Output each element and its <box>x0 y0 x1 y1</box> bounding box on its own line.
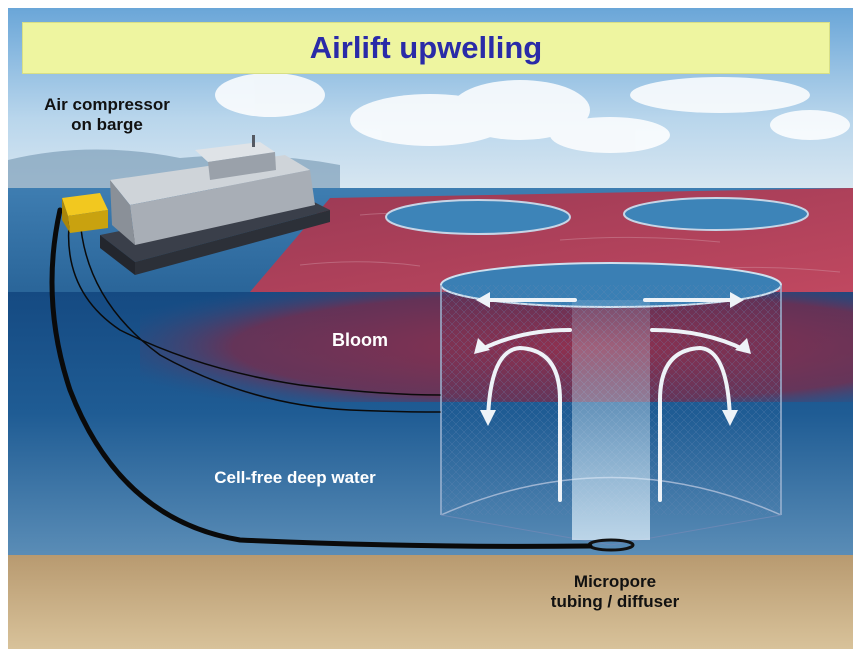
air-hoses <box>49 207 593 549</box>
arrow-curve-left <box>478 328 572 352</box>
label-air-compressor-line1: Air compressor <box>44 95 170 114</box>
arrow-heads <box>474 292 751 426</box>
title-banner: Airlift upwelling <box>22 22 830 74</box>
label-air-compressor-line2: on barge <box>71 115 143 135</box>
surface-pen-right <box>623 197 809 231</box>
flow-arrows <box>478 298 747 502</box>
label-micropore-line2: tubing / diffuser <box>550 592 680 612</box>
barge <box>100 135 330 275</box>
seabed <box>8 555 853 649</box>
label-deep-water: Cell-free deep water <box>214 468 376 487</box>
surface-pen-left <box>385 199 571 235</box>
main-hose <box>49 207 593 549</box>
bubble-plume <box>572 300 650 540</box>
label-micropore: Micropore tubing / diffuser <box>525 572 705 613</box>
hose-mid <box>79 217 441 413</box>
enclosure-cone <box>440 514 782 546</box>
hose-upper <box>67 214 441 396</box>
air-compressor <box>62 193 108 233</box>
arrow-loop-right <box>658 345 732 502</box>
label-bloom: Bloom <box>332 330 388 350</box>
diagram-title: Airlift upwelling <box>309 30 543 65</box>
clouds <box>215 73 850 153</box>
label-micropore-line1: Micropore <box>573 572 657 591</box>
arrow-curve-right <box>650 328 747 352</box>
arrow-loop-left <box>486 345 562 502</box>
label-air-compressor: Air compressor on barge <box>22 95 192 136</box>
